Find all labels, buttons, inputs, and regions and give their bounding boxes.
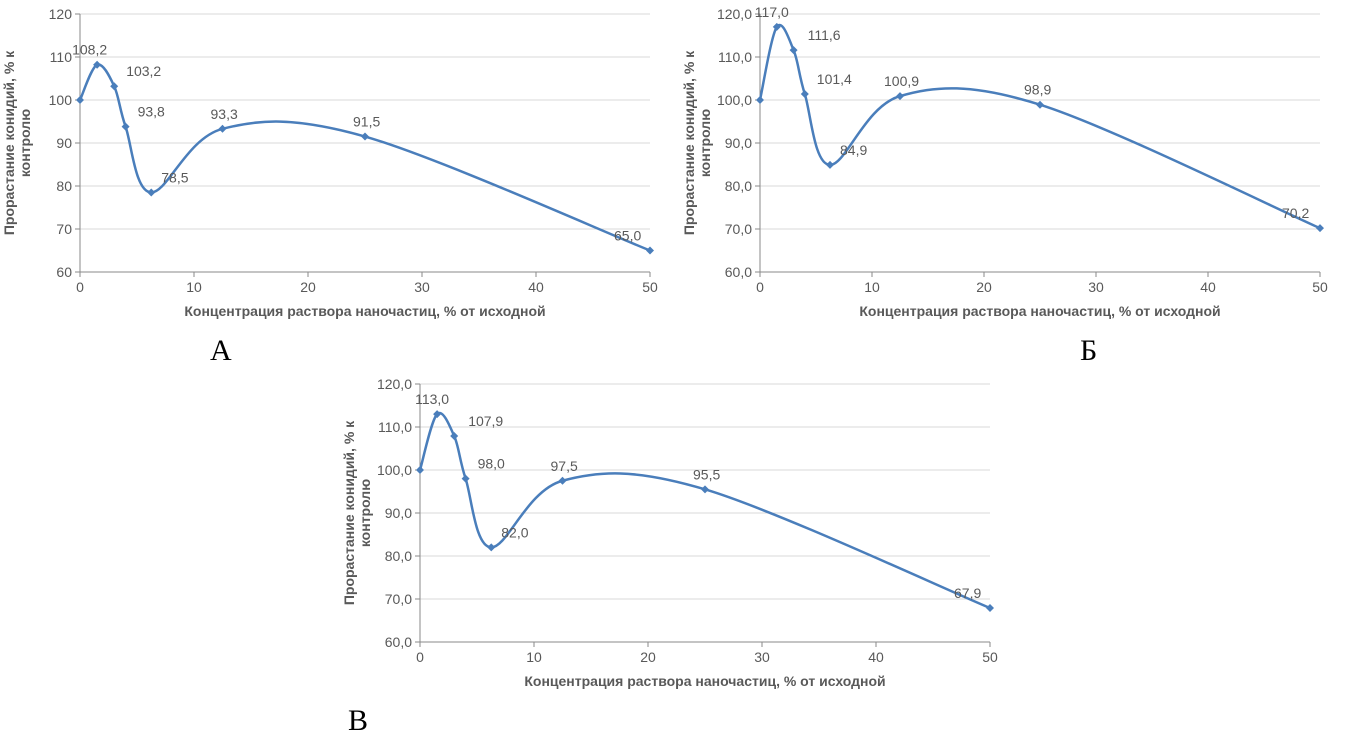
svg-text:97,5: 97,5: [551, 458, 578, 474]
svg-text:20: 20: [976, 279, 992, 295]
svg-text:40: 40: [528, 279, 544, 295]
svg-text:67,9: 67,9: [954, 585, 981, 601]
svg-text:0: 0: [416, 649, 424, 665]
svg-text:110: 110: [50, 49, 73, 65]
svg-text:100,9: 100,9: [884, 73, 919, 89]
svg-text:98,0: 98,0: [478, 456, 505, 472]
svg-text:0: 0: [76, 279, 84, 295]
svg-text:101,4: 101,4: [817, 71, 852, 87]
svg-text:117,0: 117,0: [755, 4, 789, 20]
svg-text:98,9: 98,9: [1024, 82, 1051, 98]
svg-text:Прорастание конидий, % кконтро: Прорастание конидий, % кконтролю: [1, 50, 33, 235]
svg-text:60: 60: [56, 264, 72, 280]
svg-text:70: 70: [56, 221, 72, 237]
svg-text:80,0: 80,0: [725, 178, 752, 194]
svg-text:60,0: 60,0: [385, 634, 412, 650]
page: { "layout": { "page_width_px": 1347, "pa…: [0, 0, 1347, 753]
panel-label-b: Б: [1080, 334, 1097, 368]
svg-text:120,0: 120,0: [717, 6, 752, 22]
svg-text:93,3: 93,3: [211, 106, 238, 122]
chart-panel-a: 60 70 80 90 100 110 120 0 10 20 30 40 50 Концентрация…: [0, 0, 670, 330]
svg-text:95,5: 95,5: [693, 466, 720, 482]
svg-text:78,5: 78,5: [161, 169, 188, 185]
svg-text:30: 30: [754, 649, 770, 665]
svg-text:120: 120: [49, 6, 73, 22]
chart-panel-b: 60,0 70,0 80,0 90,0 100,0 110,0 120,0 0 10 20 30 40…: [680, 0, 1340, 330]
chart-panel-v: 60,0 70,0 80,0 90,0 100,0 110,0 120,0 0 10 20 30 40…: [340, 370, 1010, 700]
svg-text:10: 10: [186, 279, 202, 295]
chart-a: 60 70 80 90 100 110 120 0 10 20 30 40 50 Концентрация…: [0, 0, 670, 330]
svg-text:50: 50: [1312, 279, 1328, 295]
svg-text:120,0: 120,0: [377, 376, 412, 392]
svg-text:Прорастание конидий, % кконтро: Прорастание конидий, % кконтролю: [341, 420, 373, 605]
svg-text:100: 100: [49, 92, 73, 108]
svg-text:60,0: 60,0: [725, 264, 752, 280]
svg-text:90,0: 90,0: [725, 135, 752, 151]
svg-text:Прорастание конидий, % кконтро: Прорастание конидий, % кконтролю: [681, 50, 713, 235]
svg-text:90: 90: [56, 135, 72, 151]
panel-label-v: В: [348, 704, 368, 738]
svg-text:50: 50: [982, 649, 998, 665]
svg-text:10: 10: [526, 649, 542, 665]
svg-text:108,2: 108,2: [72, 42, 107, 58]
panel-label-a: А: [210, 334, 232, 368]
svg-text:110,0: 110,0: [718, 49, 752, 65]
svg-text:30: 30: [414, 279, 430, 295]
svg-text:50: 50: [642, 279, 658, 295]
svg-text:65,0: 65,0: [614, 228, 641, 244]
svg-text:70,0: 70,0: [385, 591, 412, 607]
svg-text:Концентрация раствора наночаст: Концентрация раствора наночастиц, % от и…: [859, 303, 1220, 319]
svg-text:82,0: 82,0: [501, 524, 528, 540]
svg-text:84,9: 84,9: [840, 142, 867, 158]
svg-text:70,0: 70,0: [725, 221, 752, 237]
svg-text:80,0: 80,0: [385, 548, 412, 564]
svg-text:0: 0: [756, 279, 764, 295]
chart-v: 60,0 70,0 80,0 90,0 100,0 110,0 120,0 0 10 20 30 40…: [340, 370, 1010, 700]
svg-text:91,5: 91,5: [353, 114, 380, 130]
svg-text:100,0: 100,0: [377, 462, 412, 478]
svg-text:Концентрация раствора наночаст: Концентрация раствора наночастиц, % от и…: [184, 303, 545, 319]
svg-text:80: 80: [56, 178, 72, 194]
svg-text:110,0: 110,0: [378, 419, 412, 435]
svg-text:100,0: 100,0: [717, 92, 752, 108]
chart-b: 60,0 70,0 80,0 90,0 100,0 110,0 120,0 0 10 20 30 40…: [680, 0, 1340, 330]
svg-text:Концентрация раствора наночаст: Концентрация раствора наночастиц, % от и…: [524, 673, 885, 689]
svg-text:30: 30: [1088, 279, 1104, 295]
svg-text:93,8: 93,8: [138, 104, 165, 120]
svg-text:70,2: 70,2: [1282, 205, 1309, 221]
svg-text:103,2: 103,2: [126, 63, 161, 79]
svg-text:40: 40: [868, 649, 884, 665]
svg-text:107,9: 107,9: [468, 413, 503, 429]
svg-text:20: 20: [300, 279, 316, 295]
svg-text:113,0: 113,0: [415, 391, 449, 407]
svg-text:90,0: 90,0: [385, 505, 412, 521]
svg-text:40: 40: [1200, 279, 1216, 295]
svg-text:111,6: 111,6: [808, 27, 841, 43]
svg-text:20: 20: [640, 649, 656, 665]
svg-text:10: 10: [864, 279, 880, 295]
